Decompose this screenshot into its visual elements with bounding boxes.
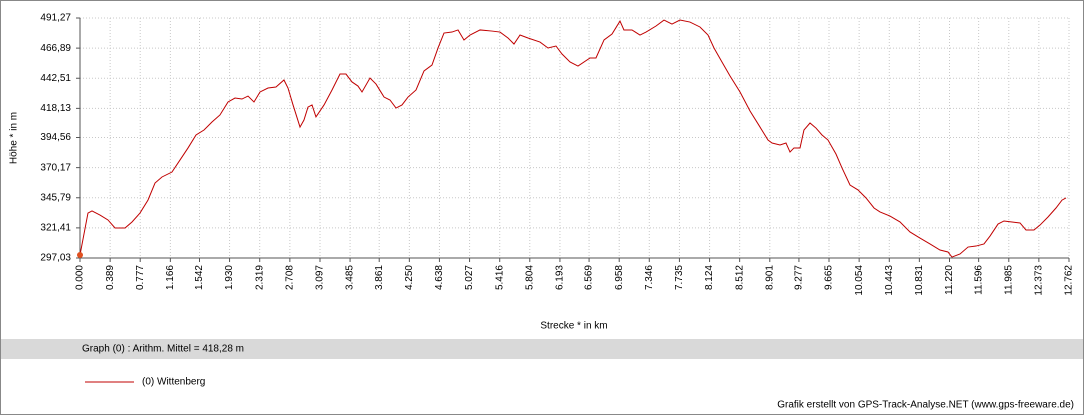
start-point (77, 251, 83, 258)
y-tick-label: 370,17 (40, 162, 71, 173)
y-tick-label: 321,41 (40, 223, 71, 234)
y-tick-label: 345,79 (40, 192, 71, 203)
y-axis-label: Höhe * in m (9, 112, 20, 164)
x-tick-label: 0.389 (105, 265, 116, 290)
x-tick-label: 2.319 (254, 265, 265, 290)
x-tick-label: 3.097 (315, 265, 326, 290)
x-tick-label: 12.762 (1064, 265, 1075, 296)
x-tick-label: 1.166 (165, 265, 176, 290)
x-tick-label: 1.930 (224, 265, 235, 290)
y-tick-label: 394,56 (40, 132, 71, 143)
x-tick-label: 6.569 (584, 265, 595, 290)
x-tick-label: 8.512 (734, 265, 745, 290)
x-tick-label: 6.193 (555, 265, 566, 290)
x-tick-label: 5.804 (524, 265, 535, 290)
x-tick-label: 5.027 (464, 265, 475, 290)
x-tick-label: 3.861 (374, 265, 385, 290)
info-band (1, 339, 1083, 359)
y-tick-label: 297,03 (40, 253, 71, 264)
x-tick-label: 2.708 (284, 265, 295, 290)
y-tick-label: 442,51 (40, 73, 71, 84)
x-tick-label: 9.277 (794, 265, 805, 290)
footer: Grafik erstellt von GPS-Track-Analyse.NE… (777, 400, 1074, 411)
x-tick-label: 10.831 (914, 265, 925, 296)
y-tick-label: 418,13 (40, 103, 71, 114)
x-tick-label: 7.735 (674, 265, 685, 290)
x-tick-label: 4.250 (404, 265, 415, 290)
legend-label: (0) Wittenberg (142, 377, 205, 388)
x-tick-label: 11.220 (944, 265, 955, 295)
x-tick-label: 0.000 (75, 265, 86, 290)
x-tick-label: 3.485 (345, 265, 356, 290)
x-tick-label: 7.346 (644, 265, 655, 290)
x-tick-label: 10.054 (854, 265, 865, 296)
x-tick-label: 12.373 (1033, 265, 1044, 296)
x-tick-label: 10.443 (884, 265, 895, 296)
x-tick-label: 11.596 (973, 265, 984, 295)
x-tick-label: 8.124 (704, 265, 715, 290)
y-tick-label: 491,27 (40, 13, 71, 24)
x-tick-label: 5.416 (494, 265, 505, 290)
x-tick-label: 4.638 (434, 265, 445, 290)
x-axis-label: Strecke * in km (540, 321, 607, 332)
x-tick-label: 9.665 (824, 265, 835, 290)
x-tick-label: 6.958 (614, 265, 625, 290)
annotation: Graph (0) : Arithm. Mittel = 418,28 m (82, 344, 244, 355)
x-tick-label: 8.901 (764, 265, 775, 290)
series-line (79, 19, 1067, 258)
x-tick-label: 11.985 (1003, 265, 1014, 295)
y-tick-label: 466,89 (40, 43, 71, 54)
x-tick-label: 0.777 (135, 265, 146, 290)
x-tick-label: 1.542 (194, 265, 205, 290)
